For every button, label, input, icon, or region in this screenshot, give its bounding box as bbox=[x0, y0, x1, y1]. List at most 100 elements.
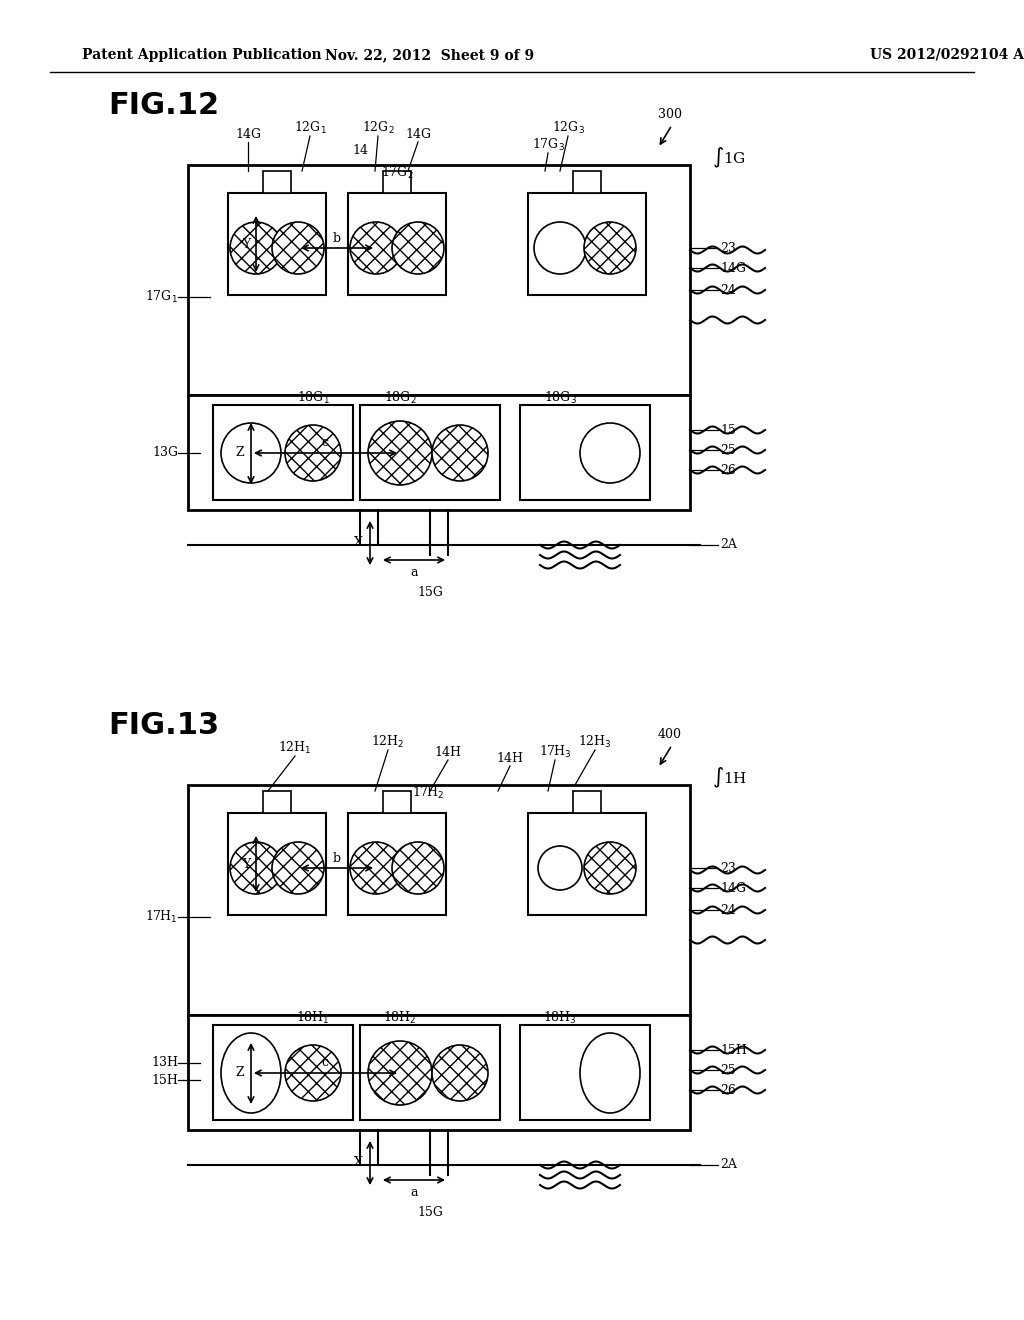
Text: 13H: 13H bbox=[151, 1056, 178, 1069]
Text: 14G: 14G bbox=[720, 882, 746, 895]
Bar bbox=[520, 405, 650, 500]
Circle shape bbox=[350, 222, 402, 275]
Bar bbox=[348, 813, 446, 915]
Bar bbox=[528, 813, 646, 915]
Text: US 2012/0292104 A1: US 2012/0292104 A1 bbox=[870, 48, 1024, 62]
Text: a: a bbox=[411, 565, 418, 578]
Bar bbox=[383, 791, 411, 813]
Bar bbox=[263, 172, 291, 193]
Bar bbox=[383, 172, 411, 193]
Circle shape bbox=[285, 1045, 341, 1101]
Bar bbox=[188, 785, 690, 1015]
Text: 17H$_3$: 17H$_3$ bbox=[539, 744, 571, 760]
Text: 17G$_3$: 17G$_3$ bbox=[531, 137, 564, 153]
Circle shape bbox=[580, 422, 640, 483]
Text: 13G: 13G bbox=[152, 446, 178, 459]
Text: Nov. 22, 2012  Sheet 9 of 9: Nov. 22, 2012 Sheet 9 of 9 bbox=[326, 48, 535, 62]
Text: Z: Z bbox=[236, 1067, 245, 1080]
Bar bbox=[528, 193, 646, 294]
Circle shape bbox=[584, 222, 636, 275]
Bar bbox=[360, 1026, 500, 1119]
Text: b: b bbox=[333, 231, 341, 244]
Text: 12G$_3$: 12G$_3$ bbox=[552, 120, 585, 136]
Text: FIG.13: FIG.13 bbox=[108, 710, 219, 739]
Text: 18G$_3$: 18G$_3$ bbox=[544, 389, 577, 407]
Text: Z: Z bbox=[236, 446, 245, 459]
Circle shape bbox=[584, 842, 636, 894]
Text: 12H$_1$: 12H$_1$ bbox=[279, 741, 312, 756]
Circle shape bbox=[350, 842, 402, 894]
Text: $\mathsf{\int}$1H: $\mathsf{\int}$1H bbox=[712, 766, 748, 791]
Bar bbox=[213, 1026, 353, 1119]
Circle shape bbox=[534, 222, 586, 275]
Text: 15H: 15H bbox=[720, 1044, 746, 1056]
Text: 18G$_2$: 18G$_2$ bbox=[384, 389, 417, 407]
Ellipse shape bbox=[221, 1034, 281, 1113]
Text: 14G: 14G bbox=[234, 128, 261, 141]
Circle shape bbox=[368, 421, 432, 484]
Text: X: X bbox=[353, 1156, 362, 1170]
Text: 18G$_1$: 18G$_1$ bbox=[297, 389, 330, 407]
Text: 18H$_3$: 18H$_3$ bbox=[543, 1010, 577, 1026]
Text: 14H: 14H bbox=[434, 746, 462, 759]
Circle shape bbox=[368, 1041, 432, 1105]
Text: Patent Application Publication: Patent Application Publication bbox=[82, 48, 322, 62]
Circle shape bbox=[392, 222, 444, 275]
Text: 14G: 14G bbox=[406, 128, 431, 141]
Text: 14G: 14G bbox=[720, 261, 746, 275]
Text: 25: 25 bbox=[720, 1064, 736, 1077]
Text: 26: 26 bbox=[720, 1084, 736, 1097]
Text: 15G: 15G bbox=[417, 1205, 443, 1218]
Text: 18H$_1$: 18H$_1$ bbox=[296, 1010, 330, 1026]
Text: 15H: 15H bbox=[152, 1073, 178, 1086]
Text: 25: 25 bbox=[720, 444, 736, 457]
Circle shape bbox=[221, 422, 281, 483]
Bar bbox=[188, 165, 690, 395]
Text: a: a bbox=[411, 1185, 418, 1199]
Text: b: b bbox=[333, 851, 341, 865]
Text: 15: 15 bbox=[720, 424, 736, 437]
Text: 300: 300 bbox=[658, 108, 682, 121]
Text: FIG.12: FIG.12 bbox=[108, 91, 219, 120]
Bar bbox=[213, 405, 353, 500]
Text: 24: 24 bbox=[720, 284, 736, 297]
Bar bbox=[520, 1026, 650, 1119]
Text: 400: 400 bbox=[658, 729, 682, 742]
Circle shape bbox=[285, 425, 341, 480]
Circle shape bbox=[432, 1045, 488, 1101]
Ellipse shape bbox=[580, 1034, 640, 1113]
Bar bbox=[573, 791, 601, 813]
Text: 2A: 2A bbox=[720, 539, 737, 552]
Bar bbox=[348, 193, 446, 294]
Circle shape bbox=[272, 842, 324, 894]
Text: 15G: 15G bbox=[417, 586, 443, 598]
Text: $\mathsf{\int}$1G: $\mathsf{\int}$1G bbox=[712, 147, 745, 170]
Circle shape bbox=[230, 842, 282, 894]
Circle shape bbox=[538, 846, 582, 890]
Bar bbox=[360, 405, 500, 500]
Text: 12H$_2$: 12H$_2$ bbox=[372, 734, 404, 750]
Text: 17G$_2$: 17G$_2$ bbox=[381, 165, 414, 181]
Text: 17H$_2$: 17H$_2$ bbox=[412, 785, 444, 801]
Bar bbox=[188, 395, 690, 510]
Text: 18H$_2$: 18H$_2$ bbox=[383, 1010, 417, 1026]
Text: 23: 23 bbox=[720, 242, 736, 255]
Text: 12G$_2$: 12G$_2$ bbox=[361, 120, 394, 136]
Bar bbox=[263, 791, 291, 813]
Text: c: c bbox=[322, 1056, 329, 1069]
Text: Y: Y bbox=[242, 238, 250, 251]
Circle shape bbox=[432, 425, 488, 480]
Text: c: c bbox=[322, 437, 329, 450]
Text: 26: 26 bbox=[720, 463, 736, 477]
Text: 12G$_1$: 12G$_1$ bbox=[294, 120, 327, 136]
Text: 17H$_1$: 17H$_1$ bbox=[145, 909, 178, 925]
Bar bbox=[188, 1015, 690, 1130]
Bar bbox=[228, 193, 326, 294]
Text: 2A: 2A bbox=[720, 1159, 737, 1172]
Text: 14H: 14H bbox=[497, 751, 523, 764]
Text: Y: Y bbox=[242, 858, 250, 870]
Text: 23: 23 bbox=[720, 862, 736, 874]
Circle shape bbox=[272, 222, 324, 275]
Text: 24: 24 bbox=[720, 903, 736, 916]
Circle shape bbox=[230, 222, 282, 275]
